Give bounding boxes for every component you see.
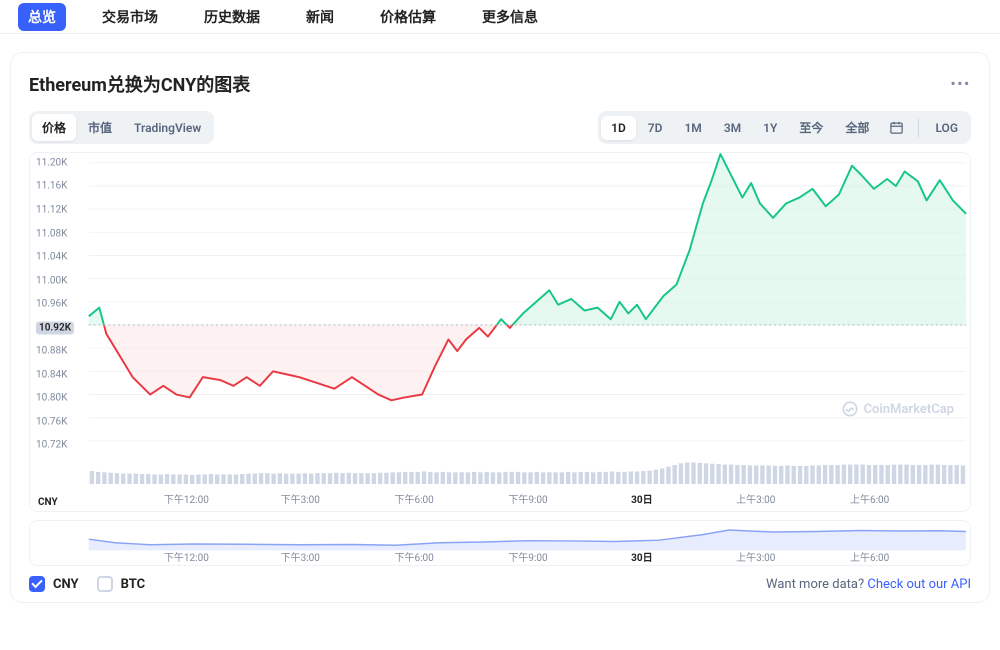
log-toggle[interactable]: LOG	[925, 116, 968, 140]
range-tab-全部[interactable]: 全部	[835, 114, 879, 141]
range-tab-1M[interactable]: 1M	[674, 116, 711, 140]
time-range-segment: 1D7D1M3M1Y至今全部 LOG	[598, 111, 971, 144]
nav-tab-5[interactable]: 更多信息	[472, 3, 548, 31]
api-link[interactable]: Check out our API	[867, 577, 971, 592]
watermark: CoinMarketCap	[842, 401, 954, 417]
legend-item-cny[interactable]: CNY	[29, 576, 79, 592]
nav-tab-4[interactable]: 价格估算	[370, 3, 446, 31]
view-tab-市值[interactable]: 市值	[78, 114, 122, 141]
more-data-prompt: Want more data? Check out our API	[766, 577, 971, 592]
nav-tab-0[interactable]: 总览	[18, 3, 66, 31]
range-tab-至今[interactable]: 至今	[789, 114, 833, 141]
legend: CNY BTC	[29, 576, 145, 592]
x-axis-labels: 下午12:00下午3:00下午6:00下午9:0030日上午3:00上午6:00	[90, 491, 966, 507]
nav-tab-2[interactable]: 历史数据	[194, 3, 270, 31]
view-tab-价格[interactable]: 价格	[32, 114, 76, 141]
range-tab-7D[interactable]: 7D	[638, 116, 673, 140]
time-brush[interactable]: 下午12:00下午3:00下午6:00下午9:0030日上午3:00上午6:00	[29, 520, 971, 566]
view-tab-tradingview[interactable]: TradingView	[124, 116, 211, 140]
chart-svg	[30, 153, 970, 506]
view-mode-segment: 价格市值TradingView	[29, 111, 214, 144]
range-tab-1Y[interactable]: 1Y	[753, 116, 787, 140]
watermark-icon	[842, 401, 858, 417]
calendar-icon[interactable]	[881, 115, 912, 140]
y-axis-labels: 10.72K10.76K10.80K10.84K10.88K10.92K10.9…	[36, 153, 90, 511]
range-tab-1D[interactable]: 1D	[601, 116, 636, 140]
chart-toolbar: 价格市值TradingView 1D7D1M3M1Y至今全部 LOG	[29, 111, 971, 144]
checkbox-icon	[97, 576, 113, 592]
chart-card: Ethereum兑换为CNY的图表 ••• 价格市值TradingView 1D…	[10, 52, 990, 603]
nav-tab-3[interactable]: 新闻	[296, 3, 344, 31]
page-nav: 总览交易市场历史数据新闻价格估算更多信息	[0, 0, 1000, 34]
checkbox-icon	[29, 576, 45, 592]
legend-item-btc[interactable]: BTC	[97, 576, 146, 592]
chart-title: Ethereum兑换为CNY的图表	[29, 71, 250, 97]
chart-footer: CNY BTC Want more data? Check out our API	[29, 576, 971, 592]
nav-tab-1[interactable]: 交易市场	[92, 3, 168, 31]
y-axis-unit: CNY	[38, 497, 58, 508]
more-menu-icon[interactable]: •••	[951, 77, 971, 92]
range-tab-3M[interactable]: 3M	[714, 116, 751, 140]
brush-x-labels: 下午12:00下午3:00下午6:00下午9:0030日上午3:00上午6:00	[90, 549, 966, 563]
price-chart[interactable]: 10.72K10.76K10.80K10.84K10.88K10.92K10.9…	[29, 152, 971, 512]
